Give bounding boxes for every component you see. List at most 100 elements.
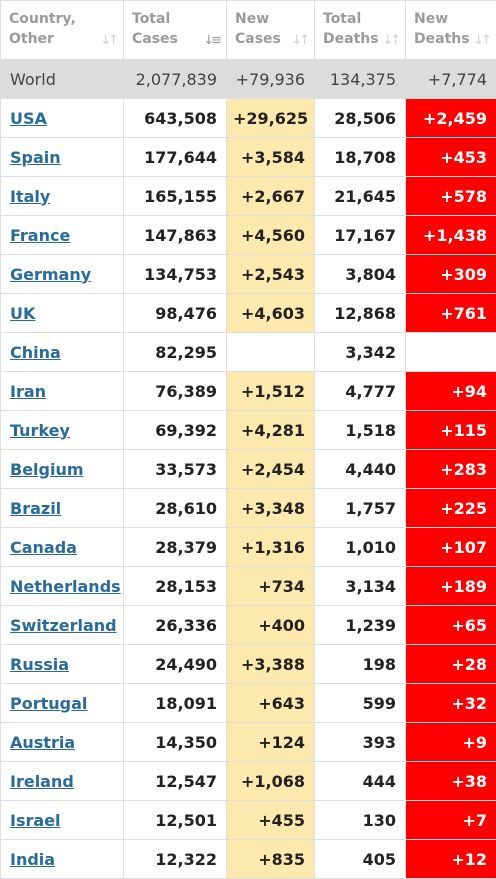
header-new-deaths[interactable]: New Deaths ↓↑ <box>405 0 496 60</box>
new-cases-cell: +3,388 <box>226 644 315 684</box>
table-row: France 147,863 +4,560 17,167 +1,438 <box>0 215 496 255</box>
header-total-cases[interactable]: Total Cases ↓≡ <box>123 0 227 60</box>
sort-icon[interactable]: ↓↑ <box>473 33 492 48</box>
country-link[interactable]: USA <box>10 108 47 128</box>
table-row: Russia 24,490 +3,388 198 +28 <box>0 644 496 684</box>
country-link[interactable]: Portugal <box>10 693 88 713</box>
country-link[interactable]: UK <box>10 303 36 323</box>
country-cell: UK <box>0 293 124 333</box>
world-new-cases: +79,936 <box>226 59 315 99</box>
new-cases-cell: +4,603 <box>226 293 315 333</box>
table-row: Turkey 69,392 +4,281 1,518 +115 <box>0 410 496 450</box>
table-row: Germany 134,753 +2,543 3,804 +309 <box>0 254 496 294</box>
new-cases-cell: +1,068 <box>226 761 315 801</box>
country-link[interactable]: France <box>10 225 71 245</box>
new-cases-cell: +3,584 <box>226 137 315 177</box>
table-row: Italy 165,155 +2,667 21,645 +578 <box>0 176 496 216</box>
country-cell: India <box>0 839 124 879</box>
header-country[interactable]: Country, Other ↓↑ <box>0 0 124 60</box>
country-cell: Italy <box>0 176 124 216</box>
country-link[interactable]: Russia <box>10 654 70 674</box>
country-link[interactable]: Germany <box>10 264 92 284</box>
total-deaths-cell: 3,134 <box>314 566 406 606</box>
new-deaths-cell: +32 <box>405 683 496 723</box>
country-cell: Austria <box>0 722 124 762</box>
total-deaths-cell: 4,440 <box>314 449 406 489</box>
country-link[interactable]: Italy <box>10 186 51 206</box>
total-deaths-cell: 1,239 <box>314 605 406 645</box>
new-cases-cell: +124 <box>226 722 315 762</box>
new-cases-cell: +734 <box>226 566 315 606</box>
country-link[interactable]: Ireland <box>10 771 74 791</box>
total-deaths-cell: 18,708 <box>314 137 406 177</box>
country-link[interactable]: Brazil <box>10 498 62 518</box>
new-deaths-cell: +283 <box>405 449 496 489</box>
country-link[interactable]: Turkey <box>10 420 70 440</box>
header-total-cases-label: Total Cases <box>132 11 178 47</box>
header-row: Country, Other ↓↑ Total Cases ↓≡ New Cas… <box>0 0 496 60</box>
country-cell: Switzerland <box>0 605 124 645</box>
total-deaths-cell: 21,645 <box>314 176 406 216</box>
table-row: India 12,322 +835 405 +12 <box>0 839 496 879</box>
new-deaths-cell: +115 <box>405 410 496 450</box>
table-row: Austria 14,350 +124 393 +9 <box>0 722 496 762</box>
total-cases-cell: 14,350 <box>123 722 227 762</box>
total-deaths-cell: 1,757 <box>314 488 406 528</box>
total-cases-cell: 165,155 <box>123 176 227 216</box>
country-link[interactable]: China <box>10 342 61 362</box>
total-cases-cell: 134,753 <box>123 254 227 294</box>
country-link[interactable]: Canada <box>10 537 77 557</box>
new-deaths-cell: +578 <box>405 176 496 216</box>
country-cell: Netherlands <box>0 566 124 606</box>
country-cell: Iran <box>0 371 124 411</box>
total-deaths-cell: 1,518 <box>314 410 406 450</box>
country-link[interactable]: Spain <box>10 147 61 167</box>
total-deaths-cell: 130 <box>314 800 406 840</box>
total-cases-cell: 177,644 <box>123 137 227 177</box>
total-cases-cell: 28,153 <box>123 566 227 606</box>
sort-icon[interactable]: ↓↑ <box>100 33 119 48</box>
new-deaths-cell <box>405 332 496 372</box>
country-cell: Israel <box>0 800 124 840</box>
new-deaths-cell: +65 <box>405 605 496 645</box>
total-cases-cell: 69,392 <box>123 410 227 450</box>
country-link[interactable]: Switzerland <box>10 615 117 635</box>
world-new-deaths: +7,774 <box>405 59 496 99</box>
country-link[interactable]: Iran <box>10 381 47 401</box>
country-link[interactable]: Netherlands <box>10 576 121 596</box>
new-deaths-cell: +7 <box>405 800 496 840</box>
total-cases-cell: 76,389 <box>123 371 227 411</box>
sort-icon[interactable]: ↓≡ <box>203 33 222 48</box>
new-deaths-cell: +2,459 <box>405 98 496 138</box>
new-deaths-cell: +453 <box>405 137 496 177</box>
total-cases-cell: 12,322 <box>123 839 227 879</box>
header-new-cases[interactable]: New Cases ↓↑ <box>226 0 315 60</box>
country-cell: Portugal <box>0 683 124 723</box>
country-cell: Russia <box>0 644 124 684</box>
total-deaths-cell: 28,506 <box>314 98 406 138</box>
header-new-deaths-label: New Deaths <box>414 11 470 47</box>
table-row: Belgium 33,573 +2,454 4,440 +283 <box>0 449 496 489</box>
new-cases-cell: +1,316 <box>226 527 315 567</box>
new-deaths-cell: +94 <box>405 371 496 411</box>
new-cases-cell: +1,512 <box>226 371 315 411</box>
country-link[interactable]: Israel <box>10 810 61 830</box>
country-link[interactable]: India <box>10 849 56 869</box>
sort-icon[interactable]: ↓↑ <box>291 33 310 48</box>
new-cases-cell <box>226 332 315 372</box>
new-cases-cell: +835 <box>226 839 315 879</box>
new-deaths-cell: +1,438 <box>405 215 496 255</box>
country-link[interactable]: Austria <box>10 732 76 752</box>
country-cell: USA <box>0 98 124 138</box>
total-cases-cell: 33,573 <box>123 449 227 489</box>
country-link[interactable]: Belgium <box>10 459 84 479</box>
new-cases-cell: +4,560 <box>226 215 315 255</box>
sort-icon[interactable]: ↓↑ <box>382 33 401 48</box>
total-cases-cell: 18,091 <box>123 683 227 723</box>
header-total-deaths[interactable]: Total Deaths ↓↑ <box>314 0 406 60</box>
table-header: Country, Other ↓↑ Total Cases ↓≡ New Cas… <box>0 0 496 60</box>
country-cell: Ireland <box>0 761 124 801</box>
new-deaths-cell: +189 <box>405 566 496 606</box>
table-row: Switzerland 26,336 +400 1,239 +65 <box>0 605 496 645</box>
